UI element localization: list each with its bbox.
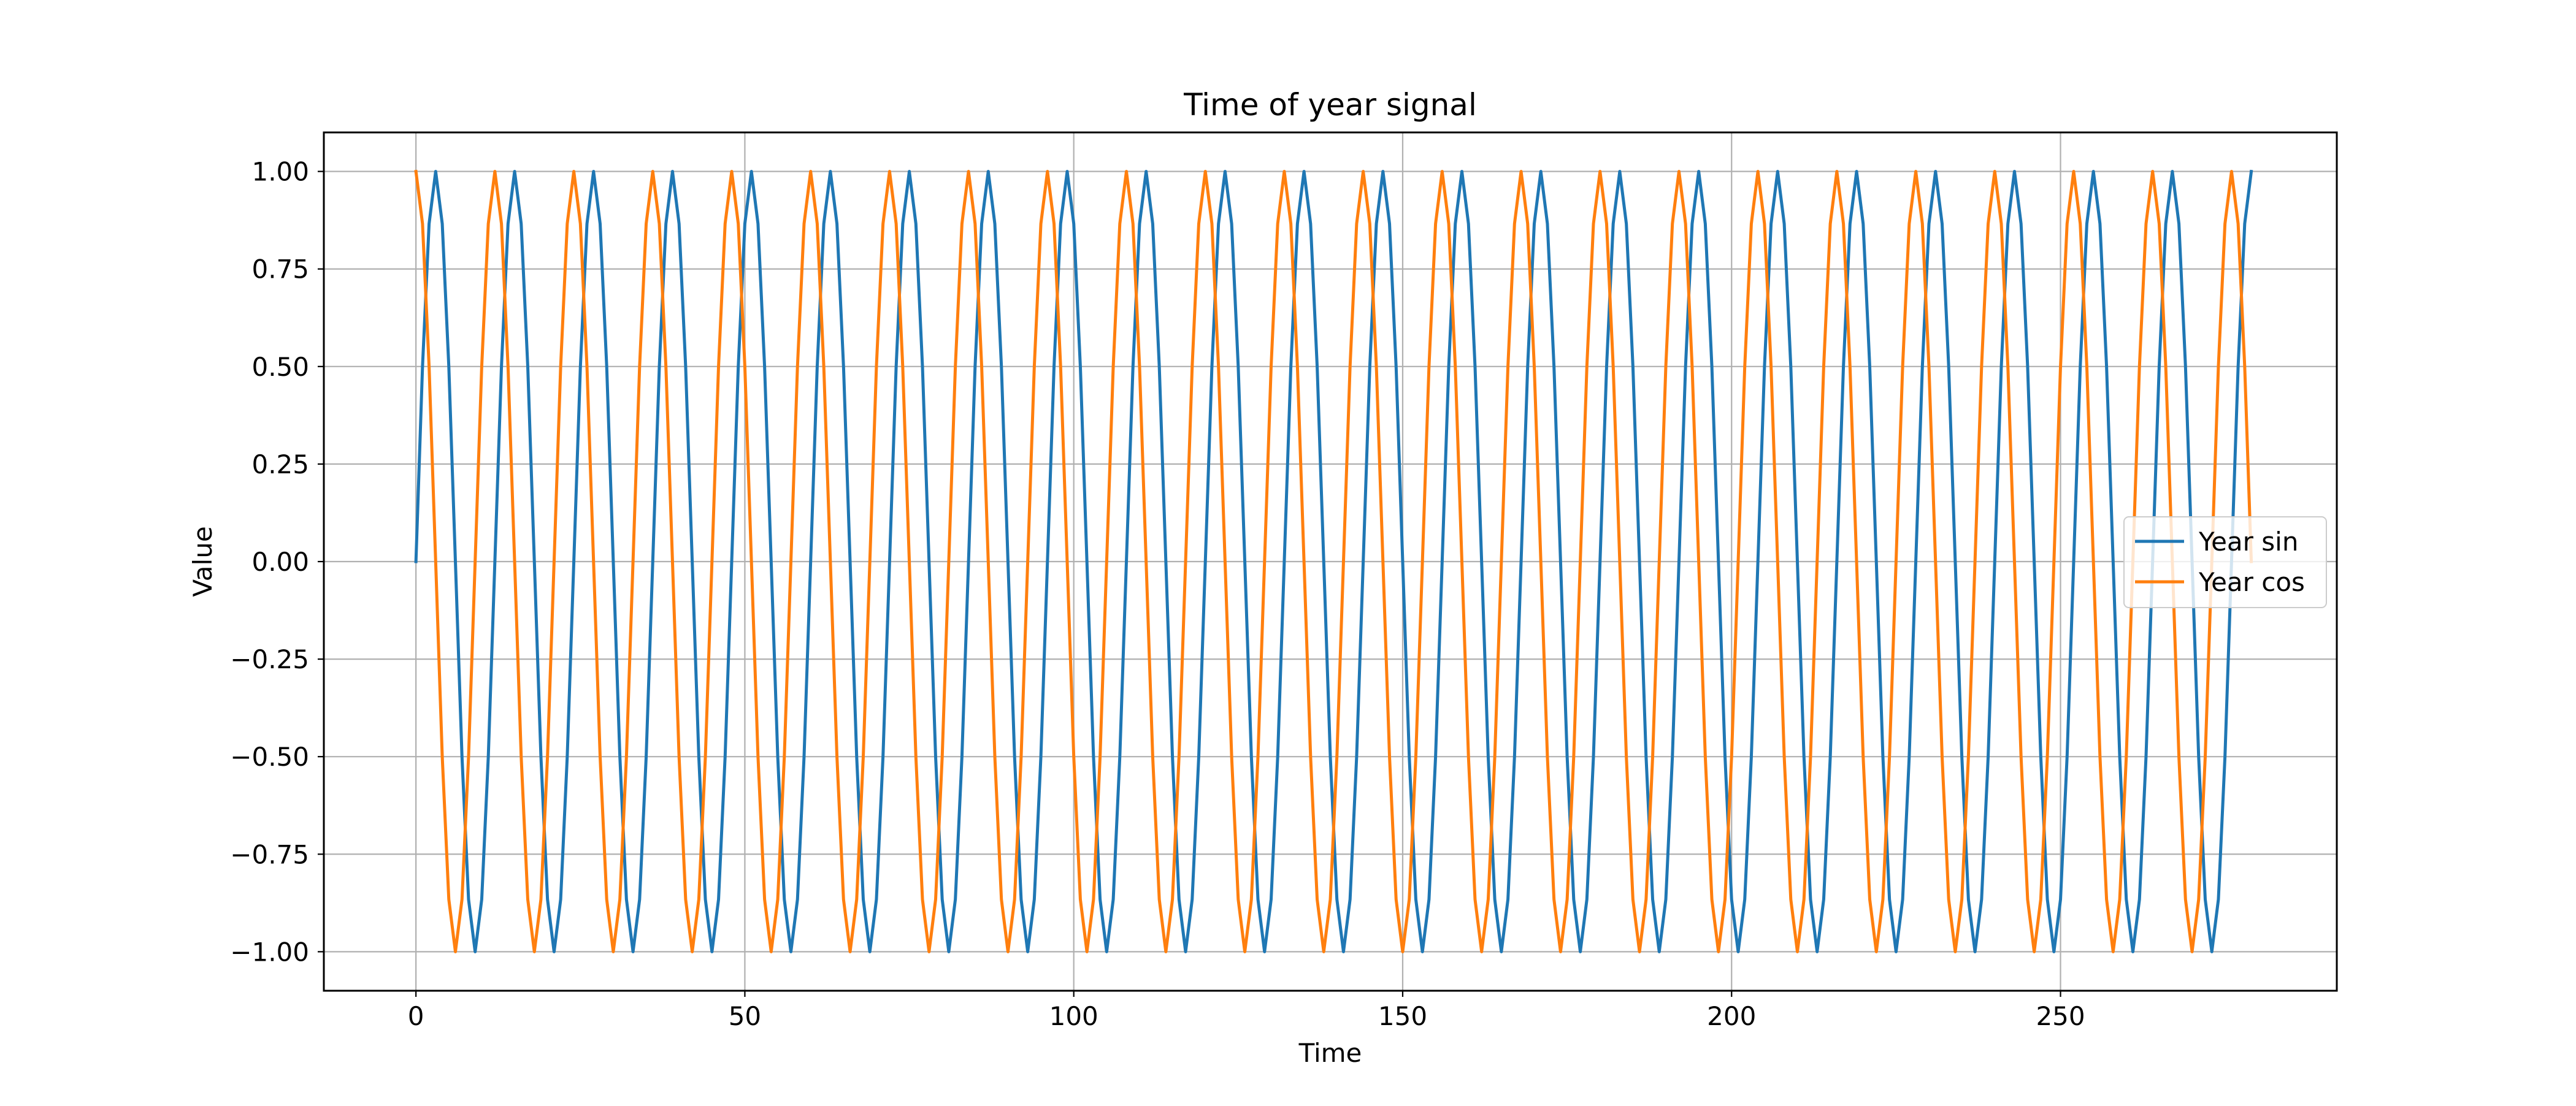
y-axis-label: Value	[188, 526, 218, 597]
x-tick-label: 200	[1707, 1001, 1756, 1031]
x-tick-label: 150	[1378, 1001, 1427, 1031]
x-axis-label: Time	[1298, 1038, 1362, 1068]
x-tick-label: 50	[729, 1001, 761, 1031]
y-tick-label: 0.00	[251, 547, 309, 577]
plot-area	[414, 169, 2253, 953]
grid	[324, 132, 2337, 991]
legend: Year sin Year cos	[2123, 516, 2327, 608]
y-tick-label: 0.75	[251, 254, 309, 284]
axis-ticks: 0 50 100 150 200 250 −1.00 −0.75 −0.50 −0.25 0.00 0…	[230, 157, 2085, 1031]
y-tick-label: 0.25	[251, 449, 309, 479]
y-tick-label: −1.00	[230, 937, 309, 967]
y-tick-label: 0.50	[251, 352, 309, 382]
x-tick-label: 250	[2036, 1001, 2085, 1031]
series-line-year-cos	[414, 169, 2253, 953]
chart-title: Time of year signal	[1183, 87, 1477, 123]
y-tick-label: −0.25	[230, 644, 309, 674]
x-tick-label: 100	[1049, 1001, 1098, 1031]
legend-box	[2123, 516, 2327, 608]
y-tick-label: −0.75	[230, 839, 309, 869]
y-tick-label: 1.00	[251, 157, 309, 187]
legend-label: Year cos	[2198, 567, 2305, 597]
legend-label: Year sin	[2198, 527, 2298, 557]
y-tick-label: −0.50	[230, 742, 309, 772]
x-tick-label: 0	[408, 1001, 424, 1031]
